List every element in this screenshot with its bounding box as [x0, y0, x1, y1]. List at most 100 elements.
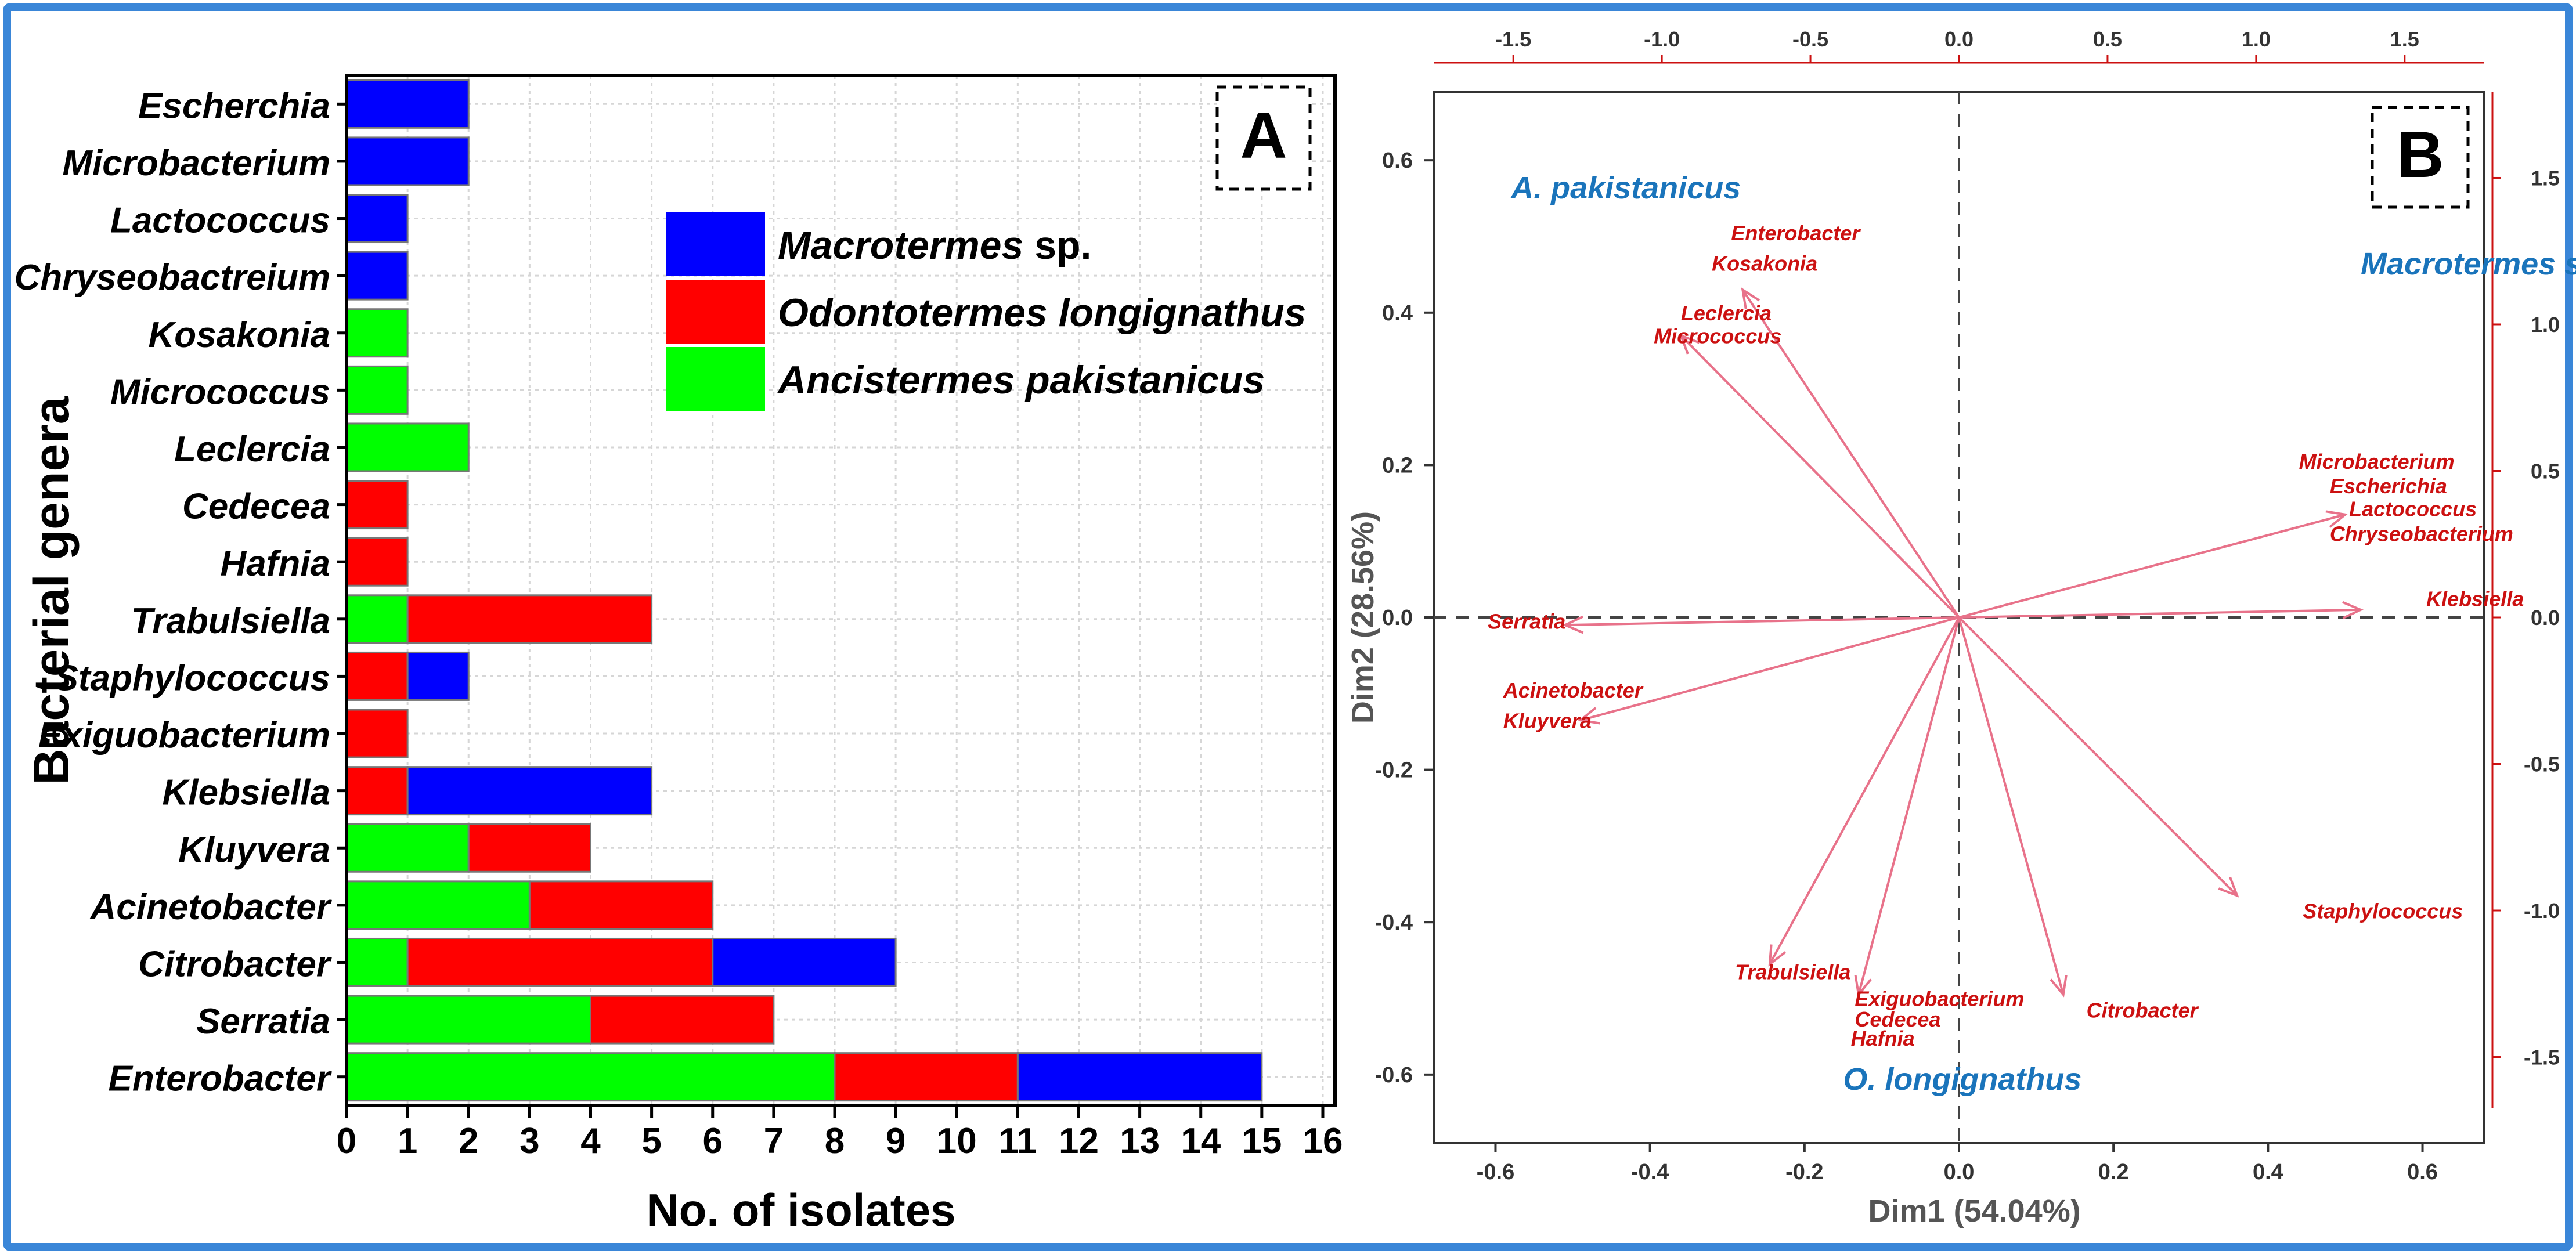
y-tick-label-b: 0.0	[1382, 606, 1413, 630]
loading-arrow	[1958, 513, 2346, 619]
right-tick-label: 1.5	[2531, 166, 2560, 190]
x-tick-label: 14	[1181, 1121, 1221, 1161]
bar-segment	[345, 995, 591, 1045]
bar-segment	[345, 422, 470, 472]
variable-label: Hafnia	[1851, 1027, 1915, 1050]
x-tick-label: 8	[825, 1121, 845, 1161]
variable-label: Serratia	[1488, 610, 1565, 634]
y-tick-label-b: 0.2	[1382, 453, 1413, 478]
variable-label: Micrococcus	[1654, 324, 1781, 348]
category-label: Microbacterium	[62, 143, 330, 183]
category-label: Escherchia	[138, 86, 330, 126]
x-axis-title: No. of isolates	[646, 1184, 955, 1235]
y-tick-label-b: 0.4	[1382, 301, 1413, 326]
bar-segment	[345, 823, 470, 873]
loading-arrow	[1958, 616, 2238, 897]
category-label: Trabulsiella	[131, 601, 330, 641]
category-label: Serratia	[196, 1002, 330, 1042]
x-tick-label: 5	[641, 1121, 661, 1161]
right-tick-label: 0.5	[2531, 459, 2560, 483]
y-tick-label-b: -0.6	[1375, 1063, 1413, 1087]
variable-label: Enterobacter	[1731, 221, 1861, 245]
variable-label: Kosakonia	[1712, 252, 1817, 276]
bar-segment	[467, 823, 591, 873]
group-label: Macrotermes sp.	[2361, 247, 2576, 281]
x-tick-label: 11	[999, 1121, 1037, 1161]
x-tick-label: 3	[519, 1121, 539, 1161]
right-tick-label: -1.5	[2524, 1046, 2560, 1069]
y-axis-title: Bacterial genera	[24, 396, 80, 785]
bar-segment	[406, 766, 653, 816]
bar-segment	[345, 79, 470, 129]
legend-label-name: Macrotermes	[778, 223, 1023, 268]
bar-segment	[1016, 1052, 1263, 1102]
panel-letter-box-b	[2371, 106, 2470, 209]
arrow-head	[2342, 601, 2364, 620]
top-tick-label: 0.5	[2093, 27, 2122, 51]
variable-label: Exiguobacterium	[1855, 987, 2024, 1011]
bar-segment	[345, 365, 409, 415]
loading-arrow	[1958, 608, 2361, 619]
loading-arrow	[1769, 617, 1960, 965]
variable-label: Chryseobacterium	[2330, 522, 2513, 546]
x-tick-label: 10	[937, 1121, 977, 1161]
top-tick-label: 0.0	[1944, 27, 1974, 51]
x-tick-label-b: 0.4	[2253, 1160, 2283, 1184]
bar-segment	[345, 709, 409, 758]
x-tick-label-b: 0.0	[1944, 1160, 1975, 1184]
x-tick-label: 2	[459, 1121, 478, 1161]
bar-segment	[834, 1052, 1019, 1102]
bar-segment	[345, 651, 409, 701]
x-tick-label-b: -0.4	[1631, 1160, 1669, 1184]
x-tick-label-b: 0.2	[2098, 1160, 2129, 1184]
variable-label: Trabulsiella	[1735, 960, 1850, 984]
x-tick-label: 12	[1059, 1121, 1099, 1161]
loading-arrow	[1857, 617, 1960, 995]
top-tick-label: -1.5	[1495, 27, 1531, 51]
panel-letter-box-a	[1215, 85, 1312, 191]
category-label: Enterobacter	[109, 1059, 332, 1099]
x-tick-label: 0	[337, 1121, 356, 1161]
category-label: Citrobacter	[138, 944, 332, 984]
panel-letter-a: A	[1240, 99, 1287, 172]
right-tick-label: 1.0	[2531, 313, 2560, 337]
arrow-head	[2050, 975, 2068, 998]
category-label: Kluyvera	[178, 830, 330, 870]
variable-label: Klebsiella	[2426, 587, 2524, 610]
bar-segment	[406, 651, 470, 701]
variable-label: Staphylococcus	[2303, 899, 2463, 923]
bar-segment	[345, 937, 409, 987]
arrow-head	[1578, 707, 1600, 725]
x-axis-title-b: Dim1 (54.04%)	[1868, 1194, 2081, 1228]
right-tick-label: -0.5	[2524, 753, 2560, 776]
bar-segment	[406, 937, 714, 987]
legend-label-suffix: sp.	[1023, 223, 1091, 268]
bar-segment	[345, 251, 409, 301]
bar-segment	[345, 1052, 836, 1102]
variable-label: Microbacterium	[2299, 450, 2455, 474]
right-tick-label: -1.0	[2524, 899, 2560, 923]
panel-b: -0.6 -0.4 -0.2 0.0 0.2 0.4 0.6 -0.6 -0.4 -0.2 0.0 0…	[1345, 27, 2576, 1228]
bar-segment	[345, 136, 470, 186]
loading-arrow	[1958, 617, 2065, 995]
category-label: Klebsiella	[163, 773, 330, 813]
bar-segment	[345, 766, 409, 816]
group-label: A. pakistanicus	[1510, 171, 1741, 205]
x-tick-label-b: 0.6	[2407, 1160, 2438, 1184]
y-tick-label-b: -0.4	[1375, 910, 1413, 935]
figure-outer-frame	[3, 3, 2573, 1251]
top-tick-label: -0.5	[1792, 27, 1828, 51]
x-tick-label: 15	[1242, 1121, 1282, 1161]
x-tick-label: 6	[702, 1121, 722, 1161]
loading-arrow	[1580, 616, 1960, 722]
bar-segment	[345, 880, 531, 930]
x-tick-label: 13	[1120, 1121, 1160, 1161]
legend-swatch	[666, 280, 765, 344]
category-label: Acinetobacter	[89, 887, 332, 927]
x-tick-label-b: -0.2	[1785, 1160, 1823, 1184]
top-tick-label: 1.0	[2242, 27, 2271, 51]
legend-label-name: Ancistermes pakistanicus	[777, 358, 1265, 402]
arrow-head	[1679, 333, 1700, 355]
category-label: Staphylococcus	[55, 658, 330, 698]
